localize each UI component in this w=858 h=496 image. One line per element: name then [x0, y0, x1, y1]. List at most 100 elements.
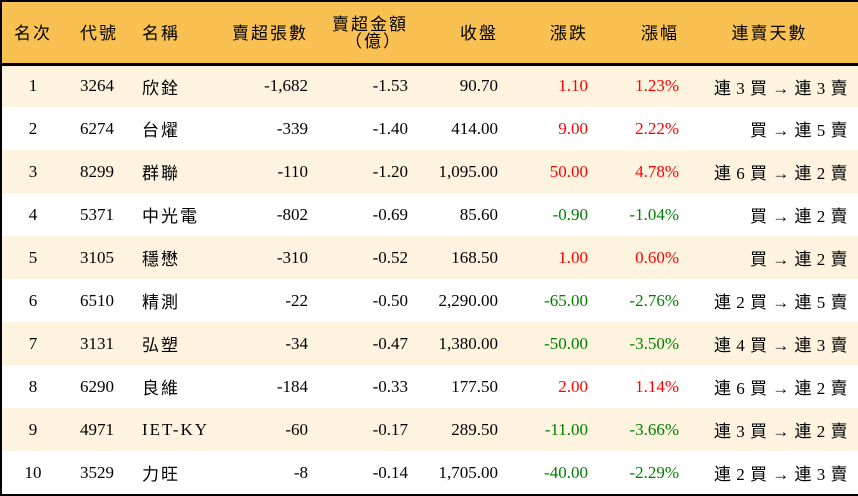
cell-name: 台燿: [142, 121, 180, 140]
cell-name: 力旺: [142, 465, 180, 484]
cell-streak: 買 → 連 5 賣: [750, 121, 848, 140]
cell-streak: 連 2 買 → 連 3 賣: [714, 465, 848, 484]
cell-change-pct: 4.78%: [635, 161, 679, 181]
cell-net-sell-lots: -802: [276, 204, 308, 224]
cell-close: 1,380.00: [438, 333, 499, 353]
table-row: 6 6510 精測 -22 -0.50 2,290.00 -65.00 -2.7…: [2, 279, 858, 322]
header-change: 漲跌: [550, 23, 588, 43]
cell-streak: 連 2 買 → 連 5 賣: [714, 293, 848, 312]
cell-name: IET-KY: [142, 419, 210, 439]
cell-rank: 4: [28, 204, 38, 224]
cell-rank: 1: [28, 76, 38, 96]
cell-change: 1.10: [558, 76, 588, 96]
header-net-sell-amount: 賣超金額 （億）: [308, 2, 408, 64]
header-rank: 名次: [14, 23, 52, 43]
cell-name: 中光電: [142, 207, 199, 226]
cell-change-pct: -2.76%: [629, 290, 679, 310]
cell-streak: 連 3 買 → 連 3 賣: [714, 78, 848, 98]
cell-code: 6274: [80, 118, 114, 138]
cell-close: 85.60: [459, 204, 498, 224]
cell-code: 4971: [80, 419, 114, 439]
cell-change: -65.00: [544, 290, 588, 310]
cell-change: -50.00: [544, 333, 588, 353]
table-row: 8 6290 良維 -184 -0.33 177.50 2.00 1.14% 連…: [2, 365, 858, 408]
cell-close: 1,095.00: [438, 161, 499, 181]
cell-net-sell-amount: -1.53: [372, 76, 408, 96]
cell-code: 5371: [80, 204, 114, 224]
cell-close: 414.00: [451, 118, 498, 138]
header-net-sell-amount-line1: 賣超金額: [332, 15, 408, 35]
cell-code: 6510: [80, 290, 114, 310]
cell-change-pct: 1.23%: [635, 76, 679, 96]
cell-change: 1.00: [558, 247, 588, 267]
table-row: 3 8299 群聯 -110 -1.20 1,095.00 50.00 4.78…: [2, 150, 858, 193]
cell-close: 289.50: [451, 419, 498, 439]
cell-net-sell-amount: -0.14: [372, 462, 408, 482]
table-row: 5 3105 穩懋 -310 -0.52 168.50 1.00 0.60% 買…: [2, 236, 858, 279]
cell-rank: 2: [28, 118, 38, 138]
cell-name: 欣銓: [142, 78, 180, 98]
cell-net-sell-amount: -0.50: [372, 290, 408, 310]
cell-name: 良維: [142, 379, 180, 398]
cell-net-sell-lots: -184: [276, 376, 308, 396]
header-net-sell-amount-line2: （億）: [345, 32, 402, 52]
cell-close: 177.50: [451, 376, 498, 396]
cell-change-pct: -3.50%: [629, 333, 679, 353]
cell-streak: 連 4 買 → 連 3 賣: [714, 336, 848, 355]
cell-change: -0.90: [552, 204, 588, 224]
cell-net-sell-amount: -0.33: [372, 376, 408, 396]
table-row: 7 3131 弘塑 -34 -0.47 1,380.00 -50.00 -3.5…: [2, 322, 858, 365]
header-change-pct: 漲幅: [641, 23, 679, 43]
cell-close: 168.50: [451, 247, 498, 267]
cell-net-sell-amount: -1.40: [372, 118, 408, 138]
cell-streak: 連 6 買 → 連 2 賣: [714, 379, 848, 398]
header-code: 代號: [80, 23, 118, 43]
cell-change: -11.00: [544, 419, 588, 439]
cell-code: 8299: [80, 161, 114, 181]
cell-streak: 買 → 連 2 賣: [750, 250, 848, 269]
cell-net-sell-lots: -310: [276, 247, 308, 267]
cell-code: 6290: [80, 376, 114, 396]
cell-net-sell-lots: -1,682: [264, 76, 308, 96]
cell-close: 2,290.00: [438, 290, 499, 310]
cell-rank: 5: [28, 247, 38, 267]
cell-net-sell-lots: -34: [285, 333, 308, 353]
cell-change: -40.00: [544, 462, 588, 482]
header-row: 名次 代號 名稱 賣超張數 賣超金額 （億） 收盤 漲跌 漲幅 連賣天數: [2, 2, 858, 64]
cell-change: 9.00: [558, 118, 588, 138]
cell-streak: 買 → 連 2 賣: [750, 207, 848, 226]
cell-name: 精測: [142, 293, 180, 312]
cell-net-sell-lots: -60: [285, 419, 308, 439]
cell-rank: 7: [28, 333, 38, 353]
cell-code: 3529: [80, 462, 114, 482]
cell-name: 群聯: [142, 164, 180, 183]
header-name: 名稱: [142, 23, 180, 43]
cell-net-sell-amount: -0.17: [372, 419, 408, 439]
cell-streak: 連 6 買 → 連 2 賣: [714, 164, 848, 183]
cell-change: 2.00: [558, 376, 588, 396]
cell-net-sell-lots: -110: [277, 161, 308, 181]
cell-change-pct: 1.14%: [635, 376, 679, 396]
cell-rank: 8: [28, 376, 38, 396]
cell-streak: 連 3 買 → 連 2 賣: [714, 422, 848, 441]
cell-change-pct: -2.29%: [629, 462, 679, 482]
table-row: 9 4971 IET-KY -60 -0.17 289.50 -11.00 -3…: [2, 408, 858, 451]
cell-net-sell-amount: -0.69: [372, 204, 408, 224]
cell-code: 3131: [80, 333, 114, 353]
cell-rank: 10: [24, 462, 42, 482]
cell-change: 50.00: [549, 161, 588, 181]
cell-name: 弘塑: [142, 336, 180, 355]
cell-rank: 9: [28, 419, 38, 439]
cell-name: 穩懋: [142, 250, 180, 269]
header-streak: 連賣天數: [731, 23, 808, 43]
cell-rank: 3: [28, 161, 38, 181]
cell-close: 90.70: [459, 76, 498, 96]
table-row: 4 5371 中光電 -802 -0.69 85.60 -0.90 -1.04%…: [2, 193, 858, 236]
cell-net-sell-lots: -22: [285, 290, 308, 310]
table-row: 2 6274 台燿 -339 -1.40 414.00 9.00 2.22% 買…: [2, 107, 858, 150]
table-row: 10 3529 力旺 -8 -0.14 1,705.00 -40.00 -2.2…: [2, 451, 858, 494]
cell-change-pct: 0.60%: [635, 247, 679, 267]
cell-rank: 6: [28, 290, 38, 310]
